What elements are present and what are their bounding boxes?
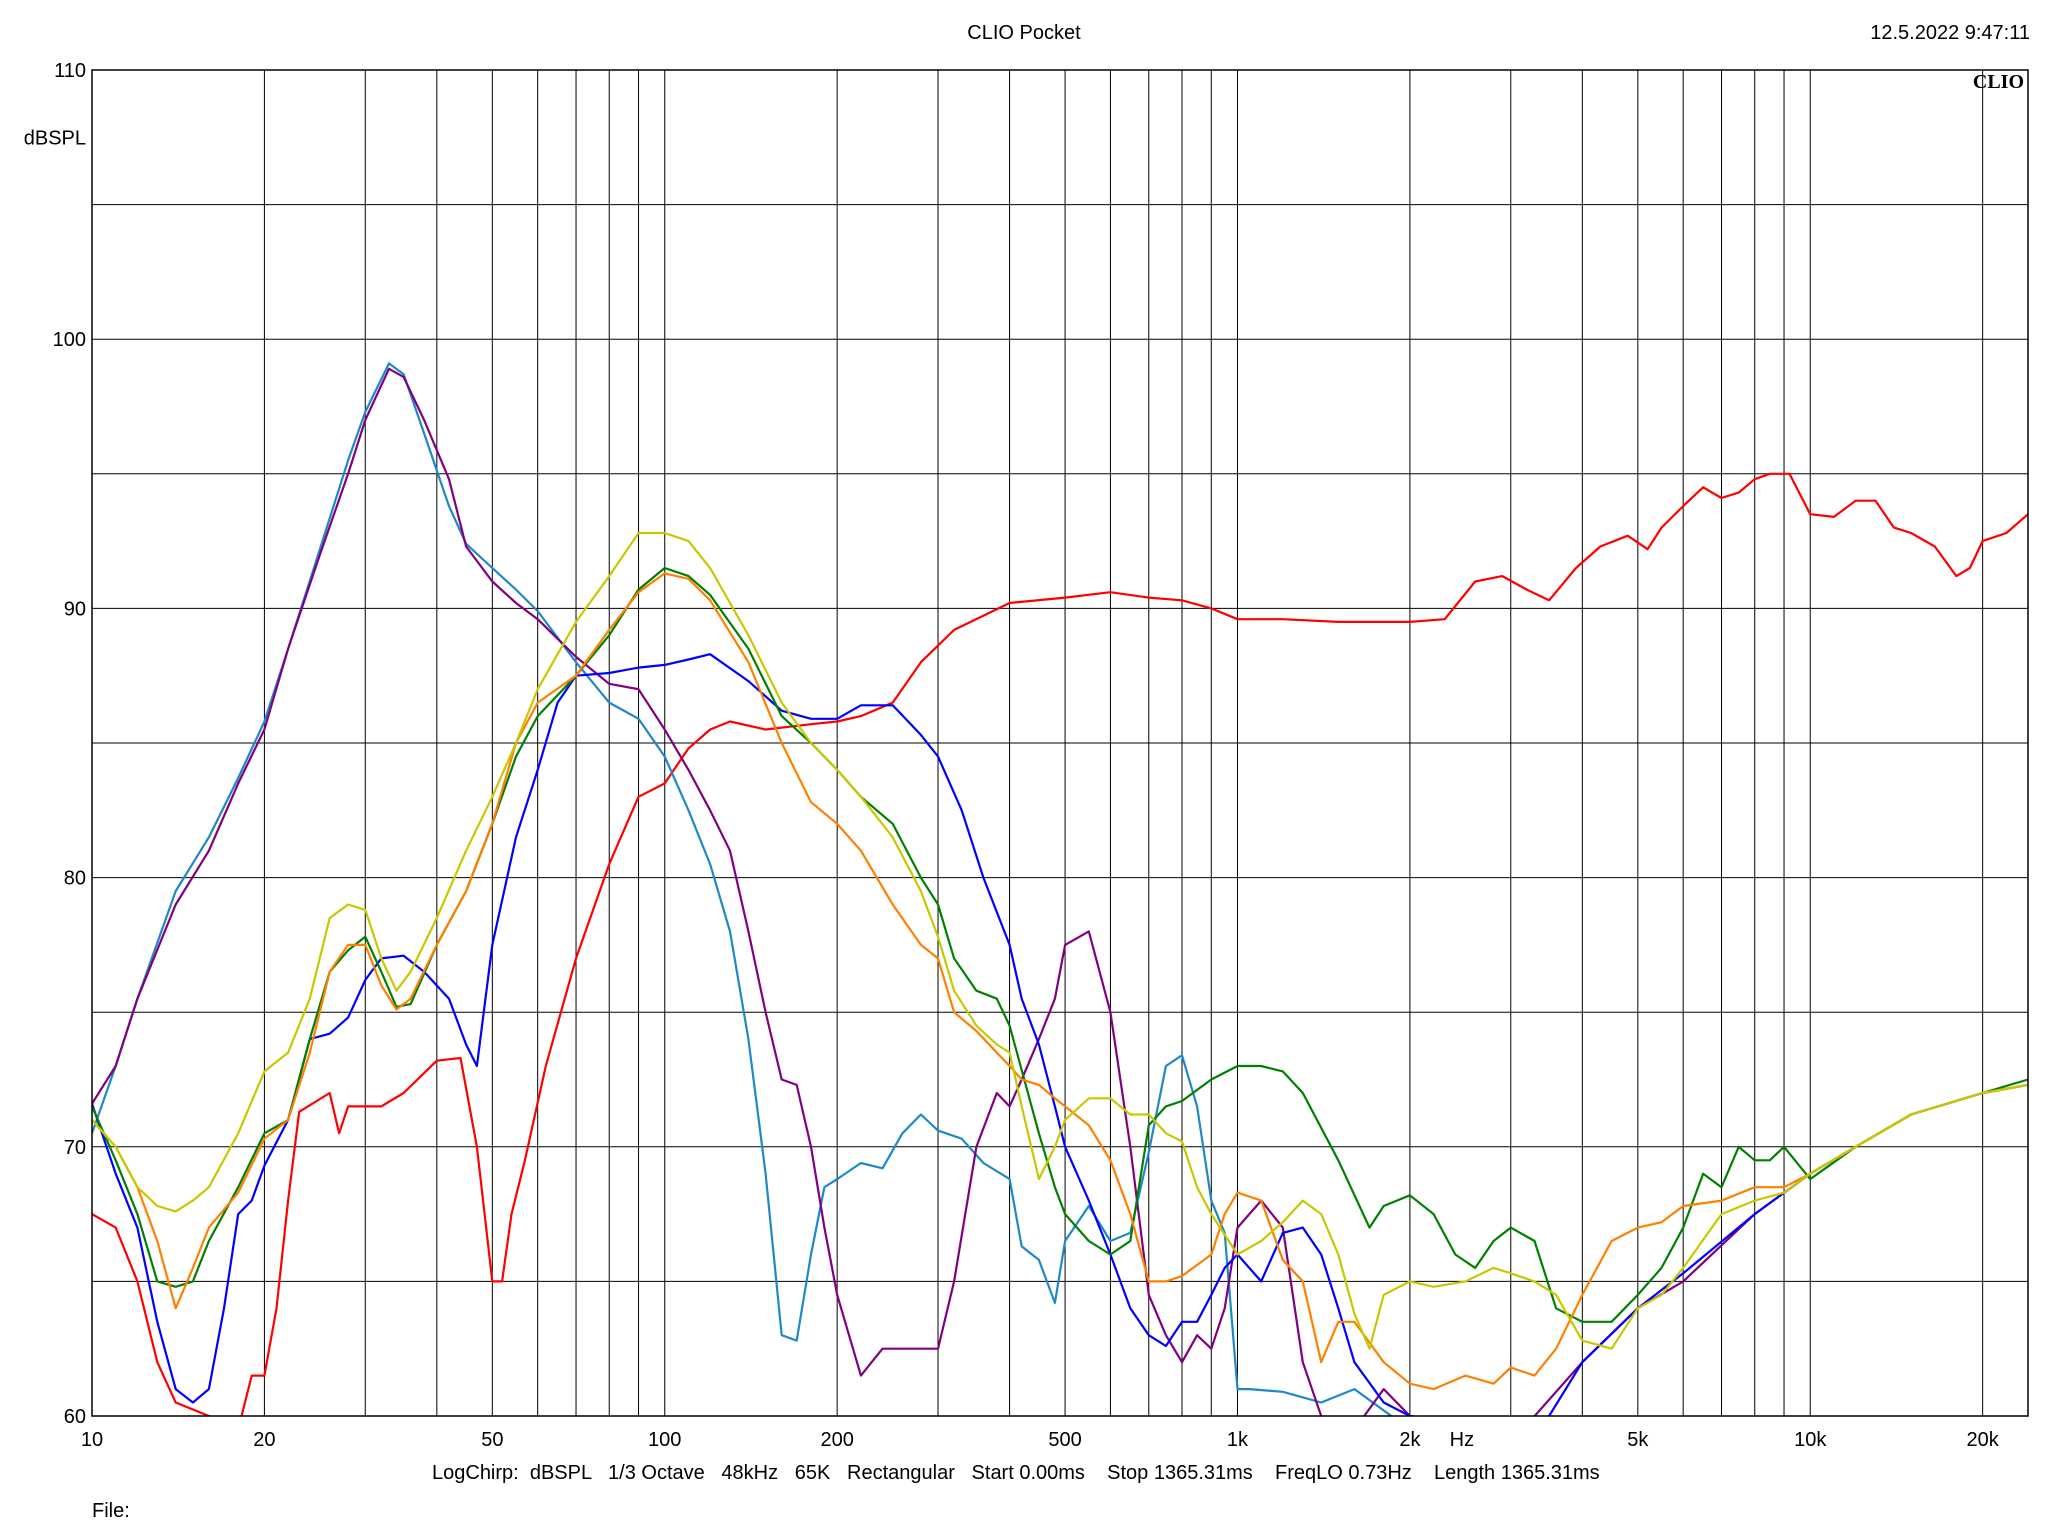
tick-labels: 10 20 50 100 200 500 1k 2k 5k 10k 20k 110 100 90 80 70 6… (53, 60, 2000, 1451)
timestamp: 12.5.2022 9:47:11 (1870, 22, 2030, 44)
x-tick-label: 10 (81, 1429, 103, 1451)
y-tick-label: 110 (54, 60, 86, 82)
series-lines (92, 362, 2028, 1416)
y-tick-label: 80 (64, 868, 86, 890)
series-line-2 (92, 362, 1394, 1416)
x-tick-label: 1k (1227, 1429, 1249, 1451)
measurement-settings: LogChirp: dBSPL 1/3 Octave 48kHz 65K Rec… (432, 1462, 1600, 1484)
x-tick-label: 2k (1399, 1429, 1421, 1451)
x-tick-label: 10k (1794, 1429, 1827, 1451)
x-tick-label: 20k (1967, 1429, 2000, 1451)
y-axis-label: dBSPL (24, 127, 86, 149)
y-tick-label: 100 (53, 329, 86, 351)
x-tick-label: 50 (481, 1429, 503, 1451)
chart-title: CLIO Pocket (967, 22, 1081, 44)
series-line-6 (92, 572, 2028, 1391)
series-line-7 (92, 531, 2028, 1350)
x-tick-label: 100 (648, 1429, 681, 1451)
x-tick-label: 200 (820, 1429, 853, 1451)
x-tick-label: 5k (1627, 1429, 1649, 1451)
x-axis-label: Hz (1450, 1429, 1474, 1451)
y-tick-label: 90 (64, 598, 86, 620)
y-tick-label: 60 (64, 1406, 86, 1428)
y-tick-label: 70 (64, 1137, 86, 1159)
series-line-1 (92, 472, 2028, 1416)
x-tick-label: 20 (253, 1429, 275, 1451)
series-line-5 (92, 566, 2028, 1323)
plot-frame (91, 69, 2029, 1417)
grid (91, 69, 2028, 1417)
x-tick-label: 500 (1048, 1429, 1081, 1451)
series-line-4 (92, 653, 2028, 1416)
series-line-3 (92, 367, 2028, 1416)
clio-logo: CLIO (1973, 71, 2024, 93)
file-label: File: (92, 1500, 130, 1522)
